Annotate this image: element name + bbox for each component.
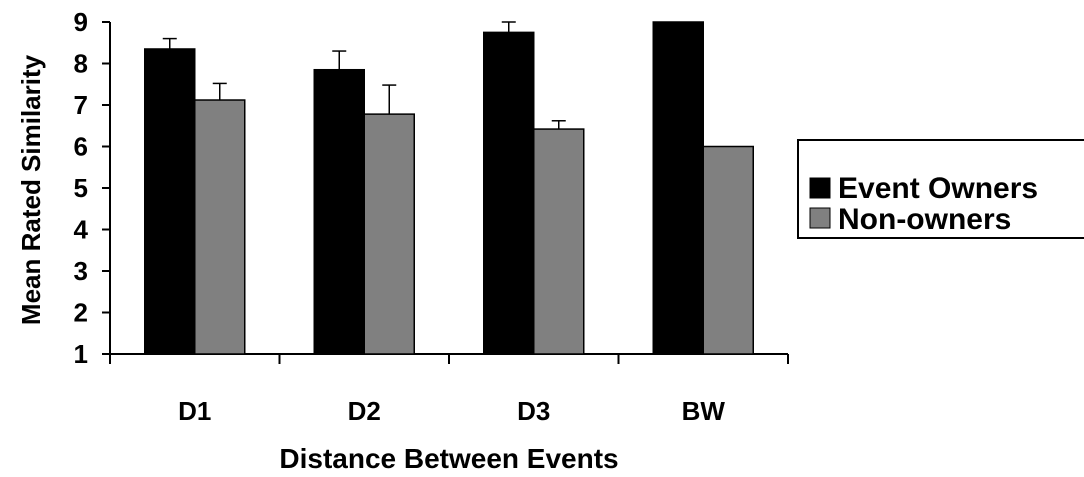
y-tick-label: 4 — [74, 215, 89, 245]
bar-non-owners-d2 — [363, 113, 415, 355]
bar-non-owners-bw — [702, 145, 754, 355]
y-tick-label: 9 — [74, 7, 88, 37]
y-tick-label: 6 — [74, 132, 88, 162]
y-tick-label: 8 — [74, 49, 88, 79]
bar-non-owners-d3 — [533, 128, 585, 355]
y-tick-label: 1 — [74, 339, 88, 369]
x-tick-label: D3 — [517, 396, 550, 426]
bar-event-owners-bw — [652, 21, 704, 355]
legend-swatch-non-owners — [809, 207, 831, 229]
legend-label-non-owners: Non-owners — [838, 203, 1011, 236]
y-tick-label: 2 — [74, 298, 88, 328]
x-ticks: D1 D2 D3 BW — [109, 354, 789, 426]
bar-non-owners-d1 — [194, 99, 246, 355]
y-tick-label: 3 — [74, 256, 88, 286]
y-axis-label: Mean Rated Similarity — [16, 54, 46, 325]
y-tick-label: 5 — [74, 173, 88, 203]
bar-event-owners-d1 — [144, 48, 196, 355]
legend-box — [797, 139, 1084, 239]
legend: Event Owners Non-owners — [797, 139, 1084, 239]
bar-event-owners-d3 — [483, 31, 535, 355]
legend-swatch-event-owners — [809, 177, 831, 199]
bars — [144, 21, 754, 355]
x-tick-label: BW — [682, 396, 726, 426]
legend-label-event-owners: Event Owners — [838, 172, 1038, 205]
x-axis-label: Distance Between Events — [279, 443, 618, 474]
x-tick-label: D1 — [178, 396, 211, 426]
bar-event-owners-d2 — [313, 68, 365, 355]
x-tick-label: D2 — [348, 396, 381, 426]
y-tick-label: 7 — [74, 90, 88, 120]
y-ticks: 1 2 3 4 5 6 7 8 9 — [74, 7, 110, 369]
